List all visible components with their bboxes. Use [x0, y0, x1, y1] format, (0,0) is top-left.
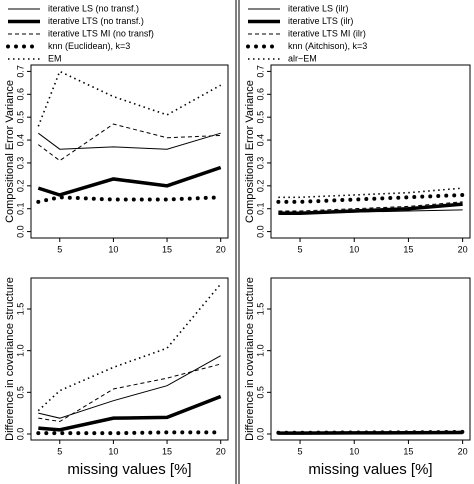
series-line [38, 355, 221, 419]
x-tick-label: 5 [298, 446, 303, 456]
legend-label: alr−EM [288, 53, 317, 63]
plot-frame [30, 277, 229, 441]
legend-label: EM [48, 53, 62, 63]
y-tick-label: 0.6 [15, 88, 25, 101]
y-tick-label: 0.2 [15, 180, 25, 193]
series-line [36, 430, 223, 436]
legend-label: knn (Euclidean), k=3 [48, 41, 130, 51]
series-line [278, 187, 463, 199]
x-tick-label: 20 [458, 446, 468, 456]
y-tick-label: 0.1 [255, 202, 265, 215]
series-line [37, 165, 222, 197]
y-tick-label: 0.0 [255, 225, 265, 238]
x-tick-label: 5 [57, 244, 62, 254]
y-tick-label: 1.0 [255, 344, 265, 357]
plot-frame [30, 64, 229, 239]
y-axis-title: Compositional Error Variance [4, 80, 16, 223]
legend-label: iterative LS (no transf.) [48, 3, 139, 13]
series-line [38, 363, 221, 423]
series-line [278, 201, 463, 212]
legend-label: iterative LTS MI (no transf) [48, 28, 154, 38]
y-tick-label: 0.4 [255, 134, 265, 147]
x-tick-label: 5 [298, 244, 303, 254]
legend-label: iterative LTS MI (ilr) [288, 28, 366, 38]
y-tick-label: 0.2 [255, 180, 265, 193]
legend-label: iterative LS (ilr) [288, 3, 349, 13]
series-line [276, 429, 465, 435]
y-tick-label: 0.3 [255, 157, 265, 170]
y-axis-title: Difference in covariance structure [4, 277, 16, 441]
x-axis-title: missing values [%] [308, 461, 432, 478]
x-tick-label: 5 [57, 446, 62, 456]
y-tick-label: 0.4 [15, 134, 25, 147]
x-tick-label: 20 [216, 244, 226, 254]
x-tick-label: 10 [108, 446, 118, 456]
y-tick-label: 0.5 [255, 111, 265, 124]
series-line [38, 394, 222, 432]
y-tick-label: 0.5 [15, 111, 25, 124]
series-line [36, 195, 223, 204]
x-tick-label: 15 [403, 244, 413, 254]
y-tick-label: 0.5 [255, 386, 265, 399]
y-tick-label: 0.5 [15, 386, 25, 399]
y-tick-label: 1.5 [15, 303, 25, 316]
y-tick-label: 0.0 [15, 225, 25, 238]
plot-frame [270, 64, 471, 239]
x-tick-label: 10 [349, 244, 359, 254]
y-axis-title: Difference in covariance structure [244, 277, 256, 441]
y-tick-label: 1.5 [255, 303, 265, 316]
y-axis-title: Compositional Error Variance [244, 80, 256, 223]
x-tick-label: 20 [216, 446, 226, 456]
y-tick-label: 0.0 [255, 428, 265, 441]
series-line [278, 202, 463, 216]
x-tick-label: 20 [458, 244, 468, 254]
y-tick-label: 0.7 [255, 65, 265, 78]
plot-frame [270, 277, 471, 441]
series-line [38, 132, 221, 150]
x-tick-label: 10 [108, 244, 118, 254]
x-tick-label: 10 [349, 446, 359, 456]
y-tick-label: 0.3 [15, 157, 25, 170]
y-tick-label: 0.6 [255, 88, 265, 101]
legend-label: knn (Aitchison), k=3 [288, 41, 367, 51]
x-tick-label: 15 [162, 446, 172, 456]
series-line [37, 283, 222, 412]
series-line [276, 192, 465, 204]
series-line [37, 70, 222, 127]
y-tick-label: 0.1 [15, 202, 25, 215]
y-tick-label: 0.0 [15, 428, 25, 441]
series-line [38, 123, 221, 162]
x-tick-label: 15 [403, 446, 413, 456]
legend-label: iterative LTS (no transf.) [48, 16, 144, 26]
x-tick-label: 15 [162, 244, 172, 254]
series-line [278, 430, 463, 434]
y-tick-label: 0.7 [15, 65, 25, 78]
legend-label: iterative LTS (ilr) [288, 16, 353, 26]
x-axis-title: missing values [%] [67, 461, 191, 478]
y-tick-label: 1.0 [15, 344, 25, 357]
